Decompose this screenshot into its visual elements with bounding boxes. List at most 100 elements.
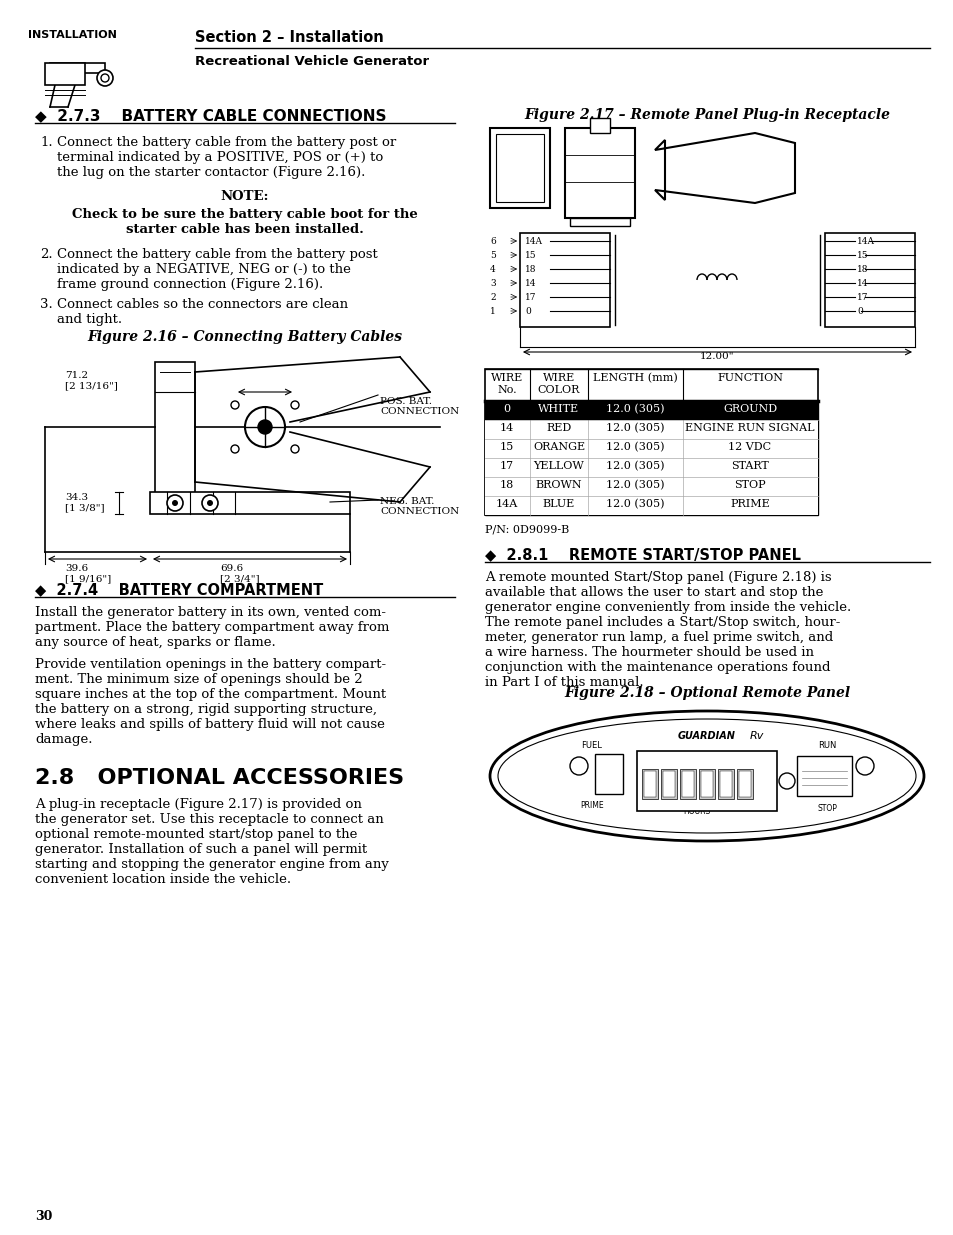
Text: STOP: STOP [734,480,765,490]
Text: Provide ventilation openings in the battery compart-
ment. The minimum size of o: Provide ventilation openings in the batt… [35,658,386,746]
Bar [154,362,194,508]
Text: BLUE: BLUE [542,499,575,509]
Text: HOURS: HOURS [682,806,710,816]
Text: LENGTH (mm): LENGTH (mm) [592,373,677,383]
Text: ◆  2.7.3    BATTERY CABLE CONNECTIONS: ◆ 2.7.3 BATTERY CABLE CONNECTIONS [35,107,386,124]
Text: 14A: 14A [524,236,542,246]
Circle shape [207,500,213,506]
Text: ORANGE: ORANGE [533,442,584,452]
Text: 2.8   OPTIONAL ACCESSORIES: 2.8 OPTIONAL ACCESSORIES [35,768,404,788]
Text: 1.: 1. [40,136,52,149]
Bar [700,771,712,797]
Text: INSTALLATION: INSTALLATION [28,30,117,40]
Text: FUNCTION: FUNCTION [717,373,782,383]
Text: 18: 18 [856,264,867,273]
Circle shape [97,70,112,86]
Circle shape [257,420,272,433]
Text: Figure 2.16 – Connecting Battery Cables: Figure 2.16 – Connecting Battery Cables [88,330,402,345]
Bar [796,756,851,797]
Text: POS. BAT.
CONNECTION: POS. BAT. CONNECTION [379,396,458,416]
Bar [589,119,609,133]
Bar [484,420,817,438]
Text: 8: 8 [755,756,761,764]
Text: 12.0 (305): 12.0 (305) [605,461,663,472]
Text: 0: 0 [503,404,510,414]
Bar [150,492,350,514]
Text: 14: 14 [499,424,514,433]
Text: 14A: 14A [856,236,874,246]
Text: PRIME: PRIME [579,802,603,810]
Text: 2.: 2. [40,248,52,261]
Circle shape [569,757,587,776]
Bar [739,771,750,797]
Text: NOTE:: NOTE: [220,190,269,203]
Text: 34.3
[1 3/8"]: 34.3 [1 3/8"] [65,493,105,513]
Text: RUN: RUN [817,741,836,750]
Text: START: START [730,461,768,471]
Text: 12.0 (305): 12.0 (305) [605,424,663,433]
Bar [50,63,105,73]
Text: 1: 1 [490,306,496,315]
Circle shape [855,757,873,776]
Text: 2: 2 [490,293,496,301]
Text: 12.0 (305): 12.0 (305) [605,480,663,490]
Text: 39.6
[1 9/16"]: 39.6 [1 9/16"] [65,564,112,583]
Bar [720,771,731,797]
Text: RED: RED [546,424,571,433]
Text: 5: 5 [490,251,496,259]
Text: 4: 4 [490,264,496,273]
Text: Check to be sure the battery cable boot for the
starter cable has been installed: Check to be sure the battery cable boot … [72,207,417,236]
Text: Section 2 – Installation: Section 2 – Installation [194,30,383,44]
Text: Rv: Rv [749,731,763,741]
Bar [484,438,817,458]
Text: 17: 17 [499,461,514,471]
Text: 30: 30 [35,1210,52,1223]
Circle shape [172,500,178,506]
Text: FUEL: FUEL [581,741,601,750]
Text: GUARDIAN: GUARDIAN [678,731,735,741]
Text: 15: 15 [856,251,868,259]
Text: ◆  2.8.1    REMOTE START/STOP PANEL: ◆ 2.8.1 REMOTE START/STOP PANEL [484,547,801,562]
Text: 14: 14 [856,279,867,288]
Bar [519,233,609,327]
Bar [484,369,817,515]
Bar [490,128,550,207]
Bar [569,219,629,226]
Text: YELLOW: YELLOW [533,461,584,471]
Text: ◆  2.7.4    BATTERY COMPARTMENT: ◆ 2.7.4 BATTERY COMPARTMENT [35,582,323,597]
Text: 3: 3 [490,279,496,288]
Text: GROUND: GROUND [722,404,777,414]
Bar [564,128,635,219]
Text: 71.2
[2 13/16"]: 71.2 [2 13/16"] [65,370,118,390]
Bar [484,401,817,515]
Bar [824,233,914,327]
Text: 17: 17 [524,293,536,301]
Text: Connect cables so the connectors are clean
and tight.: Connect cables so the connectors are cle… [57,298,348,326]
Text: BROWN: BROWN [536,480,581,490]
Text: 12.00": 12.00" [699,352,734,361]
Text: PRIME: PRIME [729,499,769,509]
Bar [484,496,817,515]
Ellipse shape [497,719,915,832]
Text: Figure 2.17 – Remote Panel Plug-in Receptacle: Figure 2.17 – Remote Panel Plug-in Recep… [523,107,889,122]
Text: 18: 18 [524,264,536,273]
Text: Install the generator battery in its own, vented com-
partment. Place the batter: Install the generator battery in its own… [35,606,389,650]
Bar [679,769,696,799]
Text: 12.0 (305): 12.0 (305) [605,404,663,414]
Circle shape [291,401,298,409]
Text: A remote mounted Start/Stop panel (Figure 2.18) is
available that allows the use: A remote mounted Start/Stop panel (Figur… [484,571,850,689]
Bar [662,771,675,797]
Circle shape [231,445,239,453]
Text: 15: 15 [524,251,536,259]
Text: 15: 15 [499,442,514,452]
Bar [643,771,656,797]
Ellipse shape [490,711,923,841]
Circle shape [779,773,794,789]
Text: 17: 17 [856,293,867,301]
Text: Figure 2.18 – Optional Remote Panel: Figure 2.18 – Optional Remote Panel [563,685,849,700]
Bar [637,751,776,811]
Text: 0: 0 [524,306,530,315]
Circle shape [167,495,183,511]
Text: 14A: 14A [496,499,517,509]
PathPatch shape [655,133,794,203]
